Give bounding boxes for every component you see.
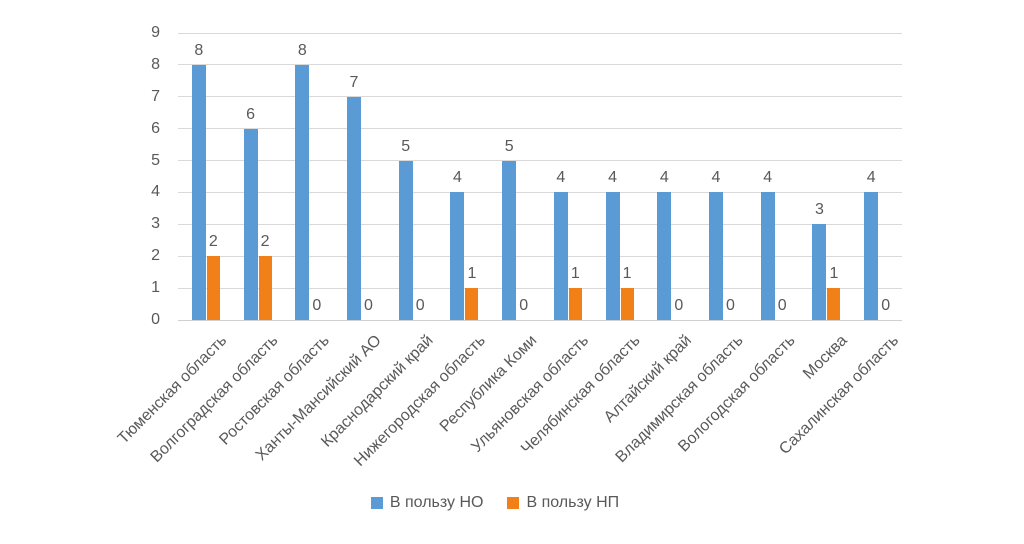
bar-series-2 [620,288,634,320]
gridline [178,64,902,66]
data-label: 4 [659,169,669,187]
legend-swatch-series-2 [507,497,520,509]
data-label: 4 [763,169,773,187]
x-axis-label: Москва [799,332,851,383]
y-axis-tick-label: 1 [151,279,160,297]
data-label: 0 [364,297,373,314]
data-label: 4 [866,169,876,187]
legend-label: В пользу НО [389,494,484,511]
data-label: 0 [415,297,425,314]
gridline [178,191,902,193]
data-label: 7 [349,73,359,91]
gridline [178,32,902,34]
data-label: 1 [622,265,632,283]
data-label: 0 [726,297,735,314]
gridline [178,223,902,225]
gridline [178,96,902,98]
y-axis-tick-label: 8 [151,55,160,73]
gridline [178,287,902,289]
bar-series-1 [605,192,620,320]
y-axis-tick-label: 4 [151,183,160,201]
bar-series-2 [465,288,479,320]
y-axis-tick-label: 6 [151,119,160,137]
bar-series-1 [709,192,723,320]
bar-series-2 [258,256,272,320]
plot-area: 8 2 6 2 8 0 7 0 5 0 4 1 5 0 4 1 4 1 4 0 4 0 4 0 3 1 4 0 [178,32,902,321]
legend-item: В пользу НП [507,494,619,512]
data-label: 4 [608,169,618,187]
data-label: 4 [556,169,566,187]
data-label: 0 [312,297,322,314]
legend-swatch-series-1 [370,497,383,509]
gridline [178,160,902,162]
data-label: 8 [297,41,307,59]
legend-label: В пользу НП [526,494,620,511]
data-label: 2 [260,233,270,251]
legend: В пользу НО В пользу НП [0,494,990,512]
data-label: 0 [519,297,529,314]
bar-series-1 [398,160,413,320]
bar-series-2 [206,256,220,320]
bar-series-1 [760,192,775,320]
data-label: 4 [452,169,462,187]
bar-series-1 [502,160,517,320]
data-label: 4 [711,169,721,187]
data-label: 5 [401,137,411,155]
x-axis-label: Республика Коми [436,332,541,436]
bar-series-1 [243,128,258,320]
y-axis-tick-label: 7 [151,87,160,105]
bar-series-2 [568,288,582,320]
legend-item: В пользу НО [370,494,484,512]
y-axis-tick-label: 2 [151,247,160,265]
bar-series-1 [450,192,465,320]
y-axis-tick-label: 9 [151,24,160,41]
bar-series-1 [191,64,206,320]
data-label: 1 [829,265,839,283]
data-label: 0 [674,297,684,314]
data-label: 1 [570,265,580,283]
data-label: 0 [777,297,787,314]
data-label: 2 [208,233,218,251]
data-label: 6 [246,105,256,123]
data-label: 3 [814,201,824,219]
bar-series-1 [812,224,827,320]
data-label: 0 [881,297,891,314]
bar-series-1 [553,192,568,320]
bar-series-1 [864,192,879,320]
bar-series-1 [347,96,361,320]
bar-series-2 [827,288,841,320]
x-axis-line [178,319,902,321]
bar-series-1 [295,64,310,320]
y-axis-tick-label: 5 [151,151,160,169]
gridline [178,128,902,130]
data-label: 8 [194,41,204,59]
data-label: 1 [467,265,477,283]
bar-series-1 [657,192,672,320]
y-axis-tick-label: 0 [151,311,160,328]
gridline [178,255,902,257]
y-axis-tick-label: 3 [151,215,160,233]
data-label: 5 [504,137,514,155]
